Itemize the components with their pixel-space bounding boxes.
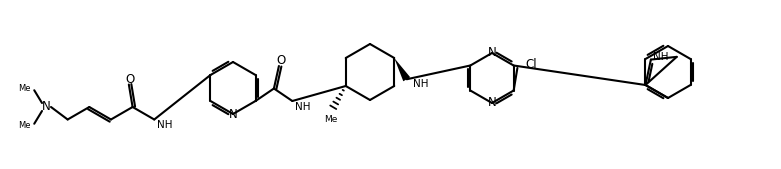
Text: O: O: [276, 54, 286, 67]
Text: N: N: [487, 46, 497, 59]
Text: NH: NH: [412, 79, 428, 89]
Text: N: N: [41, 101, 51, 114]
Text: NH: NH: [157, 120, 173, 130]
Text: NH: NH: [295, 102, 311, 112]
Text: O: O: [125, 73, 134, 86]
Text: NH: NH: [653, 52, 669, 62]
Text: N: N: [487, 96, 497, 110]
Text: Me: Me: [18, 84, 30, 93]
Text: Me: Me: [18, 121, 30, 130]
Polygon shape: [394, 58, 410, 81]
Text: Me: Me: [325, 115, 338, 124]
Text: Cl: Cl: [526, 57, 537, 70]
Text: N: N: [229, 107, 237, 120]
